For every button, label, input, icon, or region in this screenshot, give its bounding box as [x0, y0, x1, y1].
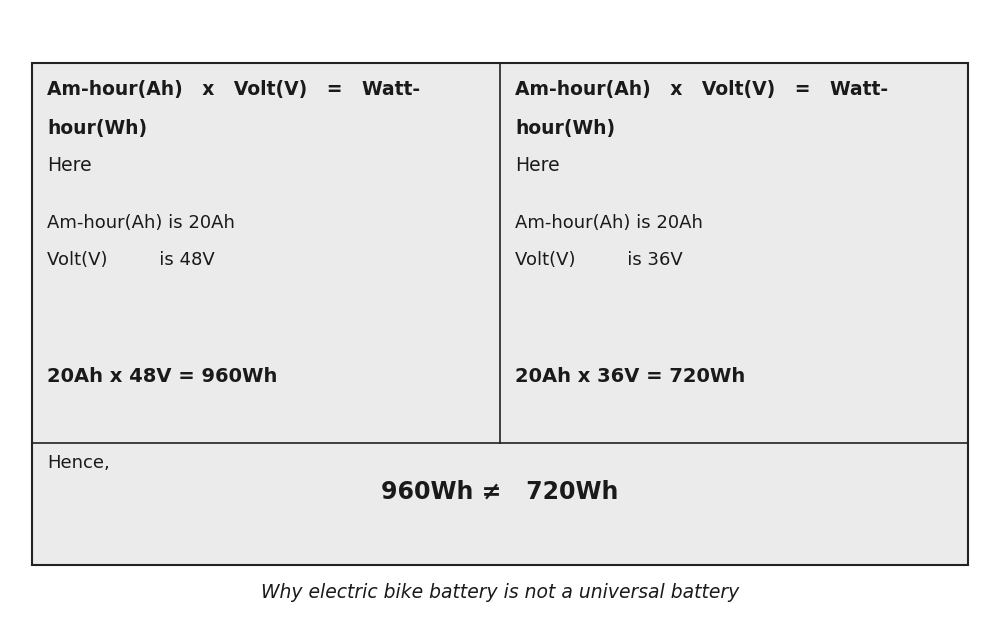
- Text: 960Wh ≠   720Wh: 960Wh ≠ 720Wh: [381, 479, 619, 504]
- Text: Why electric bike battery is not a universal battery: Why electric bike battery is not a unive…: [261, 583, 739, 602]
- Text: Here: Here: [47, 156, 92, 175]
- Text: Am-hour(Ah)   x   Volt(V)   =   Watt-: Am-hour(Ah) x Volt(V) = Watt-: [47, 80, 420, 99]
- Text: 20Ah x 48V = 960Wh: 20Ah x 48V = 960Wh: [47, 367, 277, 386]
- Bar: [32, 63, 968, 565]
- Text: Am-hour(Ah) is 20Ah: Am-hour(Ah) is 20Ah: [47, 214, 235, 232]
- Text: 20Ah x 36V = 720Wh: 20Ah x 36V = 720Wh: [515, 367, 745, 386]
- Text: hour(Wh): hour(Wh): [47, 119, 147, 138]
- Text: hour(Wh): hour(Wh): [515, 119, 615, 138]
- Text: Here: Here: [515, 156, 560, 175]
- Text: Hence,: Hence,: [47, 454, 110, 472]
- Text: Am-hour(Ah) is 20Ah: Am-hour(Ah) is 20Ah: [515, 214, 703, 232]
- Text: Volt(V)         is 36V: Volt(V) is 36V: [515, 251, 683, 269]
- Text: Am-hour(Ah)   x   Volt(V)   =   Watt-: Am-hour(Ah) x Volt(V) = Watt-: [515, 80, 888, 99]
- Text: Volt(V)         is 48V: Volt(V) is 48V: [47, 251, 215, 269]
